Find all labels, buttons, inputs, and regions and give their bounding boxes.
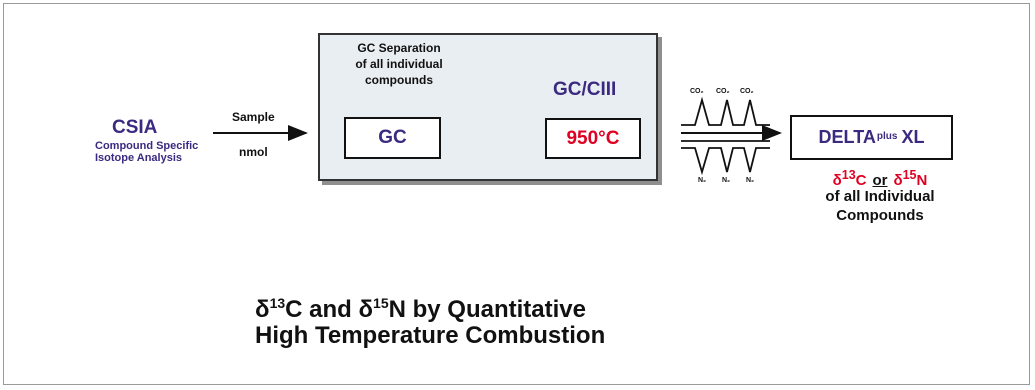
or-word: or xyxy=(872,172,888,189)
gc-note-line2: of all individual xyxy=(355,57,443,71)
instrument-superscript: plus xyxy=(876,131,898,142)
instrument-name: DELTA xyxy=(818,127,876,147)
carbon-symbol: C xyxy=(855,172,867,189)
instrument-suffix: XL xyxy=(901,127,925,147)
c13-superscript: 13 xyxy=(841,168,856,182)
headline-middle-text: C and δ xyxy=(285,296,374,323)
headline-end-text: N by Quantitative xyxy=(388,296,586,323)
csia-subtitle-line1: Compound Specific xyxy=(95,140,199,152)
gc-separation-note: GC Separation of all individual compound… xyxy=(339,40,459,88)
reactor-temperature-box: 950°C xyxy=(545,118,641,159)
nitrogen-symbol: N xyxy=(916,172,928,189)
headline-delta-c: δ xyxy=(255,296,270,323)
csia-title: CSIA xyxy=(112,117,158,138)
result-line2: of all Individual xyxy=(825,188,935,205)
co2-label-3: CO₂ xyxy=(740,88,754,95)
co2-peaks xyxy=(681,96,770,126)
headline: δ13C and δ15N by Quantitative High Tempe… xyxy=(255,290,605,349)
delta-c: δ xyxy=(832,172,842,189)
headline-n15-superscript: 15 xyxy=(373,295,389,311)
headline-c13-superscript: 13 xyxy=(269,295,286,311)
n2-label-1: N₂ xyxy=(698,177,707,184)
gc-box: GC xyxy=(344,117,441,159)
co2-label-1: CO₂ xyxy=(690,88,704,95)
delta-n: δ xyxy=(893,172,903,189)
n2-label-3: N₂ xyxy=(746,177,755,184)
result-line3: Compounds xyxy=(836,207,924,224)
gc-note-line3: compounds xyxy=(365,73,433,87)
reactor-title: GC/CIII xyxy=(553,79,617,100)
mass-spectrometer-box: DELTA plus XL xyxy=(790,115,953,160)
n2-label-2: N₂ xyxy=(722,177,731,184)
headline-line2: High Temperature Combustion xyxy=(255,322,606,349)
headline-line1: δ13C and δ15N by Quantitative xyxy=(255,290,605,323)
n2-peaks xyxy=(681,147,770,176)
nmol-label: nmol xyxy=(239,145,268,159)
co2-label-2: CO₂ xyxy=(716,88,730,95)
result-compounds: of all Individual Compounds xyxy=(795,187,965,225)
isotope-result: δ13C or δ15N xyxy=(800,168,960,189)
csia-subtitle: Compound Specific Isotope Analysis xyxy=(95,140,215,164)
gc-note-line1: GC Separation xyxy=(357,41,441,55)
n15-superscript: 15 xyxy=(902,168,917,182)
csia-subtitle-line2: Isotope Analysis xyxy=(95,152,183,164)
sample-label: Sample xyxy=(232,110,275,124)
